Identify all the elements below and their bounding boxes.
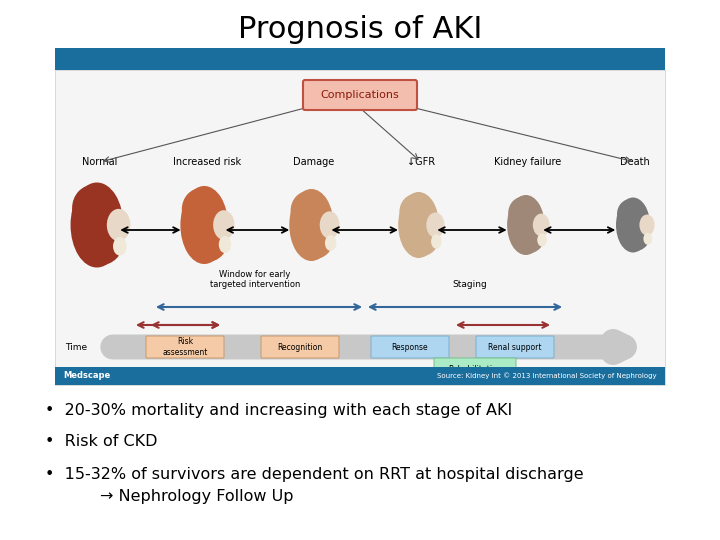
Ellipse shape (213, 210, 235, 240)
Ellipse shape (644, 233, 652, 245)
FancyBboxPatch shape (434, 358, 516, 380)
Text: Time: Time (65, 342, 87, 352)
Ellipse shape (616, 198, 650, 253)
Ellipse shape (533, 214, 549, 237)
Ellipse shape (107, 209, 130, 241)
Text: Risk
assessment: Risk assessment (162, 338, 207, 357)
Ellipse shape (639, 214, 654, 235)
Text: Normal: Normal (82, 157, 117, 167)
Ellipse shape (617, 199, 645, 229)
Ellipse shape (620, 221, 650, 251)
Ellipse shape (537, 233, 547, 247)
Text: Medscape: Medscape (63, 372, 110, 381)
Ellipse shape (186, 219, 228, 262)
Ellipse shape (426, 212, 444, 238)
Text: Complications: Complications (320, 90, 400, 100)
Text: Recognition: Recognition (277, 342, 323, 352)
Text: → Nephrology Follow Up: → Nephrology Follow Up (100, 489, 294, 503)
Ellipse shape (77, 219, 123, 265)
Text: ↓GFR: ↓GFR (407, 157, 435, 167)
Ellipse shape (294, 220, 333, 259)
Text: Death: Death (620, 157, 650, 167)
Text: Kidney failure: Kidney failure (495, 157, 562, 167)
Ellipse shape (181, 186, 228, 264)
Bar (55, 48, 665, 70)
Ellipse shape (320, 211, 340, 239)
Ellipse shape (72, 185, 115, 231)
FancyBboxPatch shape (146, 336, 224, 358)
Ellipse shape (291, 191, 327, 231)
Text: Window for early
targeted intervention: Window for early targeted intervention (210, 269, 300, 289)
Text: Response: Response (392, 342, 428, 352)
Ellipse shape (289, 189, 333, 261)
Text: Prognosis of AKI: Prognosis of AKI (238, 16, 482, 44)
Text: •  15-32% of survivors are dependent on RRT at hospital discharge: • 15-32% of survivors are dependent on R… (45, 467, 584, 482)
Ellipse shape (325, 235, 336, 251)
FancyBboxPatch shape (371, 336, 449, 358)
Text: Damage: Damage (293, 157, 335, 167)
Ellipse shape (113, 237, 127, 255)
Text: •  20-30% mortality and increasing with each stage of AKI: • 20-30% mortality and increasing with e… (45, 402, 512, 417)
Ellipse shape (71, 183, 123, 267)
Text: •  Risk of CKD: • Risk of CKD (45, 435, 158, 449)
Text: Rehabilitation: Rehabilitation (448, 364, 502, 374)
Text: Staging: Staging (453, 280, 487, 289)
Ellipse shape (431, 234, 441, 249)
Ellipse shape (508, 197, 539, 230)
Ellipse shape (219, 236, 231, 253)
Text: Source: Kidney Int © 2013 International Society of Nephrology: Source: Kidney Int © 2013 International … (437, 373, 657, 379)
Ellipse shape (511, 220, 544, 253)
Ellipse shape (507, 195, 544, 255)
Ellipse shape (181, 188, 221, 231)
Ellipse shape (398, 192, 439, 258)
Text: Increased risk: Increased risk (173, 157, 241, 167)
FancyBboxPatch shape (303, 80, 417, 110)
Bar (55, 70, 665, 385)
FancyBboxPatch shape (476, 336, 554, 358)
Ellipse shape (400, 194, 433, 230)
Text: Renal support: Renal support (488, 342, 541, 352)
Bar (55, 367, 665, 385)
Ellipse shape (403, 220, 439, 256)
FancyBboxPatch shape (261, 336, 339, 358)
